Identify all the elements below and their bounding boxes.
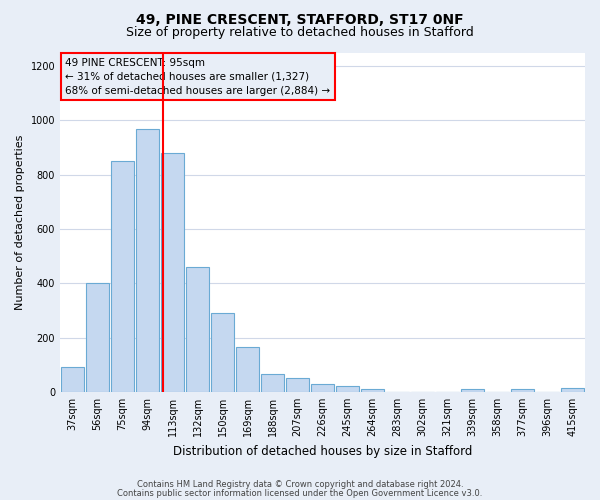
Bar [286, 378, 309, 392]
Bar [136, 128, 159, 392]
Bar [211, 313, 234, 392]
Bar [511, 389, 534, 392]
Text: 49, PINE CRESCENT, STAFFORD, ST17 0NF: 49, PINE CRESCENT, STAFFORD, ST17 0NF [136, 12, 464, 26]
Bar [111, 161, 134, 392]
Bar [86, 284, 109, 392]
Text: Size of property relative to detached houses in Stafford: Size of property relative to detached ho… [126, 26, 474, 39]
Y-axis label: Number of detached properties: Number of detached properties [15, 134, 25, 310]
Text: Contains HM Land Registry data © Crown copyright and database right 2024.: Contains HM Land Registry data © Crown c… [137, 480, 463, 489]
X-axis label: Distribution of detached houses by size in Stafford: Distribution of detached houses by size … [173, 444, 472, 458]
Bar [61, 368, 84, 392]
Bar [461, 389, 484, 392]
Bar [186, 267, 209, 392]
Bar [561, 388, 584, 392]
Bar [261, 374, 284, 392]
Bar [336, 386, 359, 392]
Bar [236, 347, 259, 392]
Text: Contains public sector information licensed under the Open Government Licence v3: Contains public sector information licen… [118, 488, 482, 498]
Bar [311, 384, 334, 392]
Bar [161, 153, 184, 392]
Bar [361, 389, 384, 392]
Text: 49 PINE CRESCENT: 95sqm
← 31% of detached houses are smaller (1,327)
68% of semi: 49 PINE CRESCENT: 95sqm ← 31% of detache… [65, 58, 331, 96]
